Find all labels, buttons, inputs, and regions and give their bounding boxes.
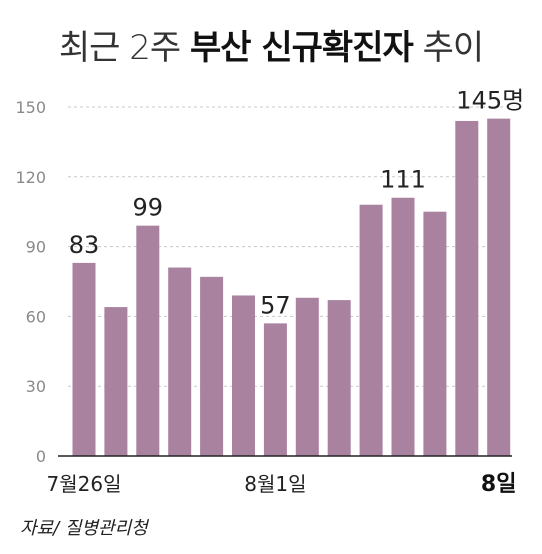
bar-7월31일 [232, 295, 255, 456]
x-tick-label: 8월1일 [244, 472, 306, 496]
bar-8월1일 [263, 323, 287, 456]
x-tick-label: 7월26일 [47, 472, 122, 496]
bar-8월2일 [295, 297, 319, 456]
y-tick-label: 120 [15, 168, 46, 187]
bars [72, 118, 511, 457]
y-tick-label: 0 [36, 447, 46, 466]
data-label: 111 [380, 166, 426, 194]
data-label: 57 [260, 291, 291, 319]
y-tick-label: 90 [26, 238, 46, 257]
data-label: 145명 [456, 87, 524, 115]
title-highlight: 부산 신규확진자 [189, 28, 414, 68]
gridlines: 0 30 60 90 120 150 [15, 98, 512, 466]
bar-8월5일 [391, 197, 415, 457]
bar-8월7일 [455, 120, 479, 457]
bar-7월26일 [72, 262, 96, 456]
y-tick-label: 30 [26, 377, 46, 396]
bar-7월27일 [104, 307, 128, 456]
title-prefix: 최근 2주 [58, 28, 181, 68]
bar-8월8일 [487, 118, 511, 456]
bar-7월28일 [136, 225, 160, 456]
y-tick-label: 150 [15, 98, 46, 117]
x-tick-label: 8일 [481, 472, 517, 497]
bar-7월30일 [200, 276, 224, 456]
chart-title: 최근 2주 부산 신규확진자 추이 [0, 20, 542, 69]
source-note: 자료/ 질병관리청 [20, 518, 148, 539]
data-label: 99 [133, 194, 164, 222]
title-suffix: 추이 [422, 28, 485, 68]
bar-8월4일 [359, 204, 383, 456]
bar-7월29일 [168, 267, 192, 456]
y-tick-label: 60 [26, 307, 46, 326]
bar-8월6일 [423, 211, 447, 456]
labels: 7월26일 8월1일 8일 83 99 57 111 145명 [47, 87, 525, 497]
bar-8월3일 [327, 300, 351, 456]
data-label: 83 [69, 231, 100, 259]
